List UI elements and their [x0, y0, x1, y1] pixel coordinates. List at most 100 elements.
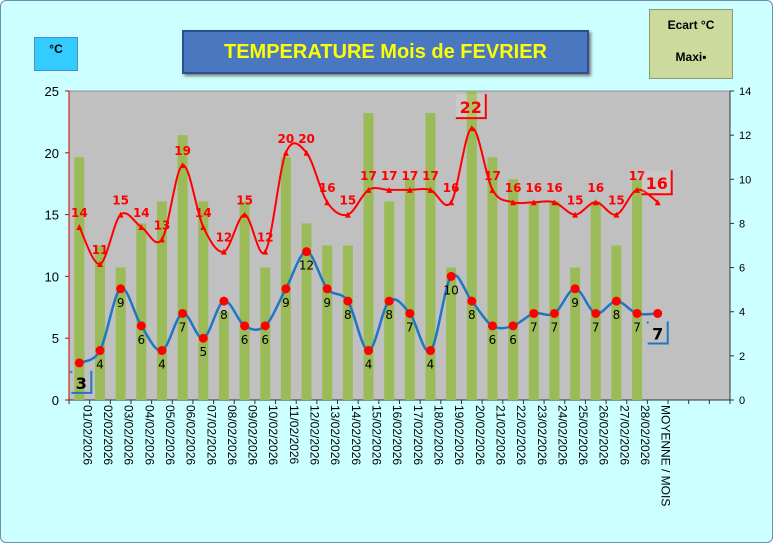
label-maxi: 15 — [112, 194, 129, 208]
bar-ecart — [198, 201, 209, 400]
label-maxi: 13 — [154, 218, 171, 232]
point-maxi — [592, 199, 599, 206]
label-maxi: 14 — [71, 206, 88, 220]
point-maxi — [386, 186, 393, 193]
label-mini: 6 — [489, 333, 497, 347]
point-mini — [611, 296, 621, 306]
bar-ecart — [425, 113, 436, 401]
x-tick-label: 05/02/2026 — [163, 405, 177, 465]
x-tick-label: 04/02/2026 — [142, 405, 156, 465]
y-tick-label: 20 — [45, 146, 59, 161]
point-maxi — [138, 223, 145, 230]
x-tick-label: 28/02/2026 — [638, 405, 652, 465]
point-mini — [446, 271, 456, 281]
x-tick-label: 12/02/2026 — [308, 405, 322, 465]
label-mini: 8 — [220, 308, 228, 322]
label-mini: 10 — [444, 283, 459, 297]
bar-ecart — [218, 311, 229, 400]
label-mini: 5 — [199, 345, 207, 359]
label-mini: 9 — [282, 296, 290, 310]
y-tick-label: 0 — [52, 393, 59, 408]
point-maxi — [179, 162, 186, 169]
label-maxi: 14 — [195, 206, 212, 220]
bar-ecart — [260, 267, 271, 400]
label-maxi: 17 — [484, 169, 501, 183]
bar-ecart — [301, 223, 312, 400]
point-mini — [198, 333, 208, 343]
point-mini — [157, 346, 167, 356]
point-maxi — [613, 211, 620, 218]
highlight-box — [640, 169, 673, 196]
point-mini — [529, 308, 539, 318]
point-maxi — [282, 149, 289, 156]
x-tick-label: 22/02/2026 — [514, 405, 528, 465]
bar-ecart — [342, 245, 353, 400]
point-maxi — [220, 248, 227, 255]
bar-ecart — [322, 245, 333, 400]
label-mini: 7 — [179, 320, 187, 334]
x-tick-label: 26/02/2026 — [597, 405, 611, 465]
label-mini: 6 — [241, 333, 249, 347]
point-mini — [467, 296, 477, 306]
label-maxi: 12 — [216, 231, 233, 245]
x-tick-label: 03/02/2026 — [122, 405, 136, 465]
bar-ecart — [156, 201, 167, 400]
label-mini: 7 — [633, 320, 641, 334]
x-tick-label: 15/02/2026 — [370, 405, 384, 465]
label-maxi: 15 — [567, 194, 584, 208]
point-mini — [425, 346, 435, 356]
x-tick-label: 06/02/2026 — [184, 405, 198, 465]
x-tick-label: 19/02/2026 — [452, 405, 466, 465]
label-mini: 7 — [551, 320, 559, 334]
legend-title: Ecart °C — [667, 18, 715, 32]
point-mini — [136, 321, 146, 331]
point-maxi — [427, 186, 434, 193]
point-mini — [487, 321, 497, 331]
plot-area — [68, 90, 731, 401]
x-tick-label: 20/02/2026 — [473, 405, 487, 465]
point-maxi — [262, 248, 269, 255]
label-maxi: 15 — [236, 194, 253, 208]
bar-ecart — [239, 201, 250, 400]
label-maxi: 17 — [360, 169, 377, 183]
point-mini — [653, 308, 663, 318]
point-mini — [508, 321, 518, 331]
highlight-box — [70, 369, 93, 394]
label-mini: 4 — [365, 358, 373, 372]
bar-ecart — [611, 245, 622, 400]
label-mini: 8 — [344, 308, 352, 322]
point-maxi — [468, 125, 475, 132]
point-maxi — [303, 149, 310, 156]
point-maxi — [200, 223, 207, 230]
label-maxi: 17 — [381, 169, 398, 183]
x-tick-label: 08/02/2026 — [225, 405, 239, 465]
bar-ecart — [632, 179, 643, 400]
point-maxi — [241, 211, 248, 218]
x-tick-label: 18/02/2026 — [431, 405, 445, 465]
y2-tick-label: 12 — [739, 130, 751, 142]
point-maxi — [158, 236, 165, 243]
point-mini — [219, 296, 229, 306]
x-tick-label: 07/02/2026 — [204, 405, 218, 465]
y2-tick-label: 2 — [739, 351, 745, 363]
bar-ecart — [508, 179, 519, 400]
label-maxi: 15 — [608, 194, 625, 208]
point-maxi — [530, 199, 537, 206]
label-mini: 6 — [137, 333, 145, 347]
label-maxi: 16 — [587, 181, 604, 195]
point-mini — [322, 284, 332, 294]
point-mini — [240, 321, 250, 331]
bar-ecart — [136, 223, 147, 400]
y-tick-label: 25 — [45, 84, 59, 99]
label-maxi: 14 — [133, 206, 150, 220]
y2-tick-label: 4 — [739, 307, 745, 319]
label-mini: 8 — [468, 308, 476, 322]
x-tick-label: 23/02/2026 — [535, 405, 549, 465]
bar-ecart — [94, 245, 105, 400]
x-tick-label: 16/02/2026 — [390, 405, 404, 465]
x-tick-label: 27/02/2026 — [617, 405, 631, 465]
point-mini — [74, 358, 84, 368]
label-mini: 8 — [613, 308, 621, 322]
bar-ecart — [466, 91, 477, 400]
